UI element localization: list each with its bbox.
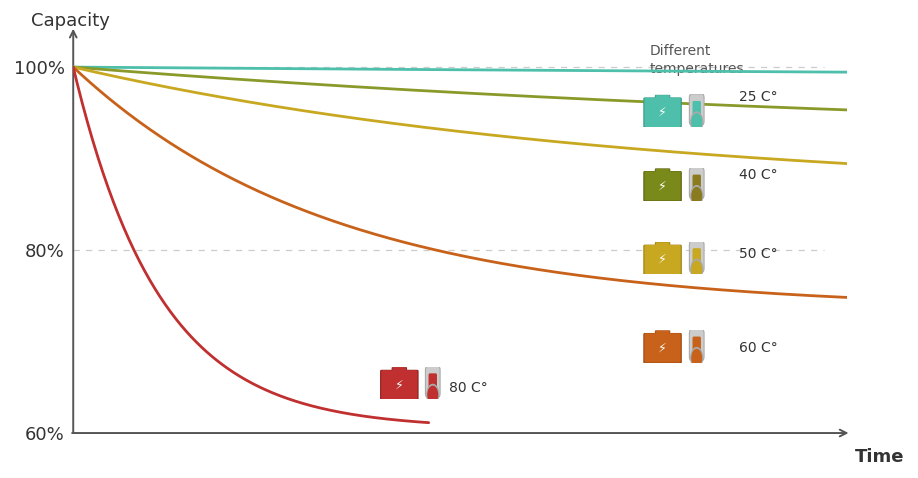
FancyBboxPatch shape [692, 337, 701, 358]
Circle shape [691, 185, 702, 206]
FancyBboxPatch shape [429, 373, 437, 394]
Text: ⚡: ⚡ [658, 179, 667, 193]
FancyBboxPatch shape [655, 331, 669, 335]
FancyBboxPatch shape [644, 98, 682, 128]
FancyBboxPatch shape [655, 169, 669, 174]
FancyBboxPatch shape [392, 368, 407, 372]
Circle shape [692, 261, 701, 278]
Circle shape [427, 384, 439, 405]
FancyBboxPatch shape [689, 94, 704, 125]
Text: Time: Time [856, 447, 905, 466]
FancyBboxPatch shape [689, 167, 704, 199]
FancyBboxPatch shape [655, 168, 670, 174]
Text: 40 C°: 40 C° [739, 168, 778, 183]
FancyBboxPatch shape [655, 330, 670, 336]
Text: 80 C°: 80 C° [449, 381, 487, 395]
Text: ⚡: ⚡ [658, 253, 667, 266]
FancyBboxPatch shape [380, 370, 419, 400]
FancyBboxPatch shape [692, 248, 701, 269]
FancyBboxPatch shape [644, 245, 680, 274]
FancyBboxPatch shape [692, 101, 701, 122]
FancyBboxPatch shape [644, 171, 680, 201]
Text: ⚡: ⚡ [658, 106, 667, 119]
FancyBboxPatch shape [655, 242, 669, 247]
FancyBboxPatch shape [655, 95, 669, 100]
Text: 50 C°: 50 C° [739, 247, 778, 261]
FancyBboxPatch shape [392, 367, 407, 373]
Text: ⚡: ⚡ [658, 341, 667, 354]
FancyBboxPatch shape [692, 174, 701, 196]
Text: ⚡: ⚡ [395, 378, 404, 391]
Text: 60 C°: 60 C° [739, 341, 778, 356]
FancyBboxPatch shape [655, 242, 670, 248]
FancyBboxPatch shape [644, 333, 680, 362]
Text: 25 C°: 25 C° [739, 90, 778, 104]
FancyBboxPatch shape [655, 95, 670, 100]
Circle shape [691, 259, 702, 280]
FancyBboxPatch shape [425, 366, 440, 397]
Circle shape [428, 386, 438, 403]
Text: Capacity: Capacity [30, 12, 109, 30]
FancyBboxPatch shape [381, 370, 418, 399]
FancyBboxPatch shape [644, 171, 682, 202]
Circle shape [691, 112, 702, 133]
Circle shape [692, 349, 701, 367]
FancyBboxPatch shape [689, 329, 704, 360]
FancyBboxPatch shape [644, 98, 680, 127]
FancyBboxPatch shape [644, 245, 682, 275]
FancyBboxPatch shape [644, 333, 682, 363]
Circle shape [692, 114, 701, 131]
Circle shape [691, 348, 702, 369]
Circle shape [692, 187, 701, 205]
FancyBboxPatch shape [689, 241, 704, 272]
Text: Different
temperatures: Different temperatures [650, 43, 744, 76]
